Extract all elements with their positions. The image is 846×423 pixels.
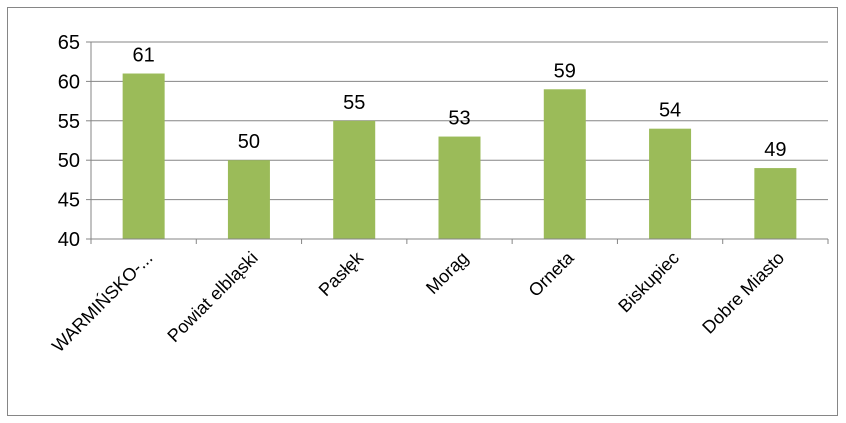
bar <box>227 160 270 239</box>
bar <box>333 120 376 239</box>
category-label: Dobre Miasto <box>698 248 788 338</box>
category-label: Pasłęk <box>315 247 368 300</box>
axes <box>86 41 829 244</box>
category-label: Orneta <box>525 247 579 301</box>
y-tick-label: 60 <box>58 71 80 93</box>
y-tick-label: 65 <box>58 32 80 54</box>
category-label: Biskupiec <box>614 248 683 317</box>
bars <box>122 73 797 240</box>
y-tick-label: 50 <box>58 150 80 172</box>
bar <box>543 89 586 239</box>
y-tick-label: 45 <box>58 190 80 212</box>
data-label: 49 <box>764 139 786 161</box>
category-label: WARMIŃSKO-... <box>48 248 156 356</box>
category-label: Powiat elbląski <box>163 248 261 346</box>
data-label: 55 <box>343 92 365 114</box>
bar <box>122 73 165 240</box>
data-label: 53 <box>448 108 470 130</box>
category-label: Morąg <box>422 248 472 298</box>
bar <box>649 128 692 239</box>
bar <box>438 136 481 239</box>
data-label: 50 <box>238 131 260 153</box>
bar <box>754 168 797 239</box>
y-tick-label: 40 <box>58 229 80 251</box>
data-label: 61 <box>133 45 155 67</box>
data-label: 59 <box>554 60 576 82</box>
y-tick-label: 55 <box>58 111 80 133</box>
data-label: 54 <box>659 100 681 122</box>
